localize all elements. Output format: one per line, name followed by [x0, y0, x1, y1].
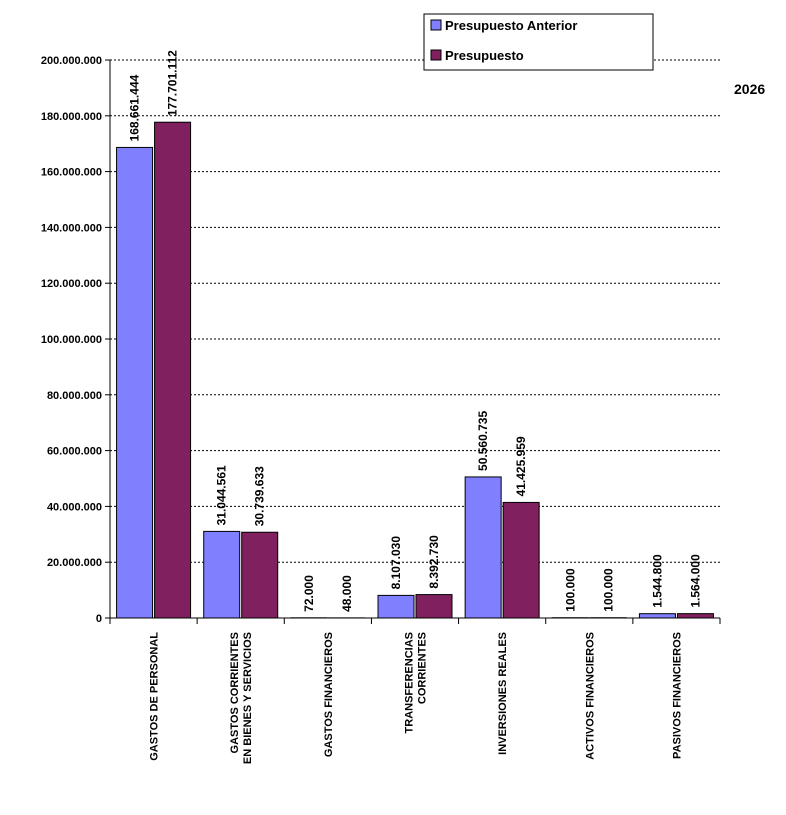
bar: [415, 594, 453, 619]
legend-swatch-presupuesto: [430, 49, 442, 61]
bar: [116, 146, 154, 619]
y-tick-label: 60.000.000: [47, 446, 102, 458]
y-tick-label: 0: [96, 613, 102, 625]
bar-value-label: 177.701.112: [166, 50, 180, 116]
bars: [116, 121, 714, 619]
bar-value-label: 8.107.030: [389, 536, 403, 590]
y-tick-label: 100.000.000: [41, 334, 102, 346]
x-category-label: EN BIENES Y SERVICIOS: [242, 632, 254, 764]
bar-value-label: 41.425.959: [514, 436, 528, 496]
y-tick-label: 140.000.000: [41, 222, 102, 234]
y-tick-label: 120.000.000: [41, 278, 102, 290]
chart-title-year: 2026: [734, 81, 765, 97]
bar: [154, 121, 192, 619]
bar-value-label: 31.044.561: [215, 465, 229, 525]
x-category-label: PASIVOS FINANCIEROS: [671, 632, 683, 759]
bar-value-label: 100.000: [601, 568, 615, 612]
y-tick-label: 80.000.000: [47, 390, 102, 402]
bar: [241, 531, 279, 619]
value-labels: 168.661.444 177.701.112 31.044.561 30.739.6…: [128, 50, 703, 612]
bar-value-label: 1.564.000: [688, 554, 702, 608]
x-axis: GASTOS DE PERSONAL GASTOS CORRIENTES EN BI…: [109, 617, 721, 764]
y-tick-label: 160.000.000: [41, 167, 102, 179]
y-tick-label: 200.000.000: [41, 55, 102, 67]
bar: [203, 530, 241, 619]
bar-value-label: 1.544.800: [650, 554, 664, 608]
y-axis: 0 20.000.000 40.000.000 60.000.000 80.000.00…: [41, 55, 111, 625]
bar: [676, 613, 714, 619]
bar-value-label: 50.560.735: [476, 411, 490, 471]
legend-box: [423, 13, 654, 71]
bar: [638, 613, 676, 619]
x-category-label: GASTOS CORRIENTES: [229, 632, 241, 753]
bar: [502, 501, 540, 619]
legend-label-presupuesto-anterior: Presupuesto Anterior: [445, 18, 577, 33]
y-tick-label: 180.000.000: [41, 111, 102, 123]
bar-value-label: 168.661.444: [128, 74, 142, 141]
bar-value-label: 72.000: [302, 575, 316, 612]
legend-label-presupuesto: Presupuesto: [445, 48, 524, 63]
legend-swatch-presupuesto-anterior: [430, 19, 442, 31]
bar-value-label: 30.739.633: [253, 466, 267, 526]
x-category-label: ACTIVOS FINANCIEROS: [584, 632, 596, 760]
x-category-label: GASTOS DE PERSONAL: [149, 632, 161, 761]
legend: Presupuesto Anterior Presupuesto: [423, 13, 654, 71]
x-category-label: TRANSFERENCIAS: [404, 632, 416, 733]
bar: [464, 476, 502, 619]
bar-value-label: 100.000: [563, 568, 577, 612]
bar-value-label: 8.392.730: [427, 535, 441, 589]
y-tick-label: 20.000.000: [47, 557, 102, 569]
y-tick-label: 40.000.000: [47, 501, 102, 513]
x-category-label: INVERSIONES REALES: [497, 632, 509, 755]
gridlines: [110, 59, 720, 563]
x-category-label: CORRIENTES: [417, 632, 429, 704]
bar-value-label: 48.000: [340, 575, 354, 612]
bar: [377, 594, 415, 619]
x-category-label: GASTOS FINANCIEROS: [323, 632, 335, 757]
